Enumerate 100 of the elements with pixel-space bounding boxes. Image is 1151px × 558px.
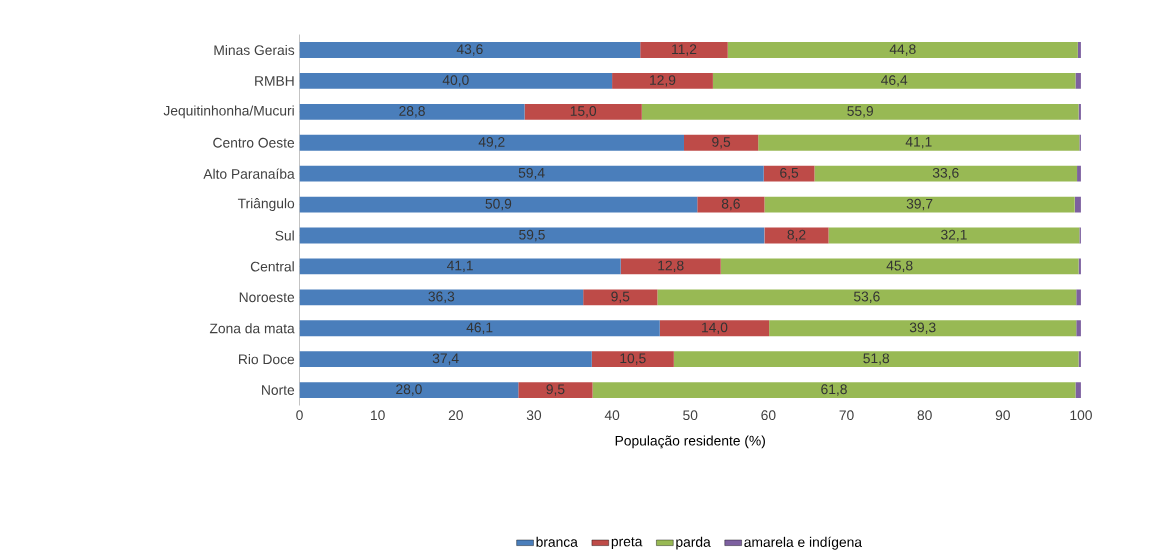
bar xyxy=(299,381,519,398)
data-label: 53,6 xyxy=(853,291,880,303)
data-label: 41,1 xyxy=(905,136,932,149)
bar xyxy=(712,72,1076,89)
data-label: 49,2 xyxy=(478,136,505,149)
bar xyxy=(1075,381,1081,398)
bar xyxy=(769,320,1077,336)
bar xyxy=(518,381,593,398)
bar xyxy=(524,103,642,120)
data-label: 45,8 xyxy=(886,260,913,272)
y-tick-label: Rio Doce xyxy=(239,353,295,365)
bar xyxy=(583,289,658,305)
data-label: 50,9 xyxy=(485,198,512,211)
data-label: 39,3 xyxy=(909,322,936,334)
y-tick-label: Minas Gerais xyxy=(214,44,295,55)
data-label: 37,4 xyxy=(432,353,459,365)
data-label: 46,1 xyxy=(466,322,493,334)
data-label: 59,4 xyxy=(518,167,545,180)
data-label: 55,9 xyxy=(847,105,873,118)
data-label: 14,0 xyxy=(702,322,728,334)
bar xyxy=(299,72,613,89)
x-tick-label: 50 xyxy=(683,410,698,420)
bar xyxy=(299,41,641,58)
legend-label: parda xyxy=(676,536,711,550)
bar xyxy=(763,165,815,182)
bar xyxy=(299,289,584,305)
data-label: 8,2 xyxy=(787,229,806,241)
data-label: 11,2 xyxy=(672,44,697,56)
bar xyxy=(720,258,1079,275)
legend-label: preta xyxy=(611,537,643,549)
y-tick-label: Central xyxy=(250,261,294,272)
data-label: 43,6 xyxy=(456,44,483,56)
x-tick-label: 30 xyxy=(526,410,542,420)
bar xyxy=(764,196,1075,213)
bar xyxy=(591,351,674,367)
bar xyxy=(299,103,525,120)
bar xyxy=(299,134,684,151)
x-tick-label: 90 xyxy=(995,410,1010,420)
bar xyxy=(299,258,621,275)
y-tick-label: Sul xyxy=(275,230,294,241)
data-label: 40,0 xyxy=(442,74,469,87)
data-label: 33,6 xyxy=(932,167,959,180)
x-tick-label: 20 xyxy=(448,410,463,420)
x-tick-label: 80 xyxy=(917,410,932,420)
bar xyxy=(814,165,1078,182)
x-tick-label: 40 xyxy=(604,410,620,420)
data-label: 9,5 xyxy=(611,291,630,303)
y-tick-label: Centro Oeste xyxy=(213,137,295,148)
data-label: 28,8 xyxy=(399,105,425,118)
data-label: 9,5 xyxy=(712,136,731,149)
x-axis-title: População residente (%) xyxy=(615,435,765,449)
y-tick-label: Alto Paranaíba xyxy=(203,168,295,179)
bar xyxy=(641,103,1079,120)
bar xyxy=(299,320,660,336)
x-tick-label: 10 xyxy=(371,410,385,420)
y-tick-label: Jequitinhonha/Mucuri xyxy=(163,105,294,119)
y-tick-label: Noroeste xyxy=(239,292,295,302)
data-label: 32,1 xyxy=(941,229,967,241)
bar xyxy=(828,227,1080,244)
bar xyxy=(683,134,759,151)
data-label: 51,8 xyxy=(863,353,890,365)
data-label: 36,3 xyxy=(428,291,455,303)
x-tick-label: 100 xyxy=(1070,410,1092,420)
bar xyxy=(1075,72,1081,89)
bar xyxy=(620,258,721,275)
bar xyxy=(612,72,713,89)
data-label: 6,5 xyxy=(780,167,799,180)
data-label: 59,5 xyxy=(519,229,545,241)
data-label: 28,0 xyxy=(396,384,422,396)
x-tick-label: 70 xyxy=(839,410,854,420)
bar xyxy=(727,41,1078,58)
bar xyxy=(673,351,1079,367)
y-tick-label: Norte xyxy=(262,385,295,395)
data-label: 46,4 xyxy=(881,74,908,87)
bar xyxy=(299,196,698,213)
data-label: 44,8 xyxy=(889,44,916,56)
bar xyxy=(659,320,770,336)
data-label: 9,5 xyxy=(546,384,565,396)
bar xyxy=(657,289,1077,305)
legend-label: amarela e indígena xyxy=(744,536,863,550)
data-label: 12,9 xyxy=(650,74,676,87)
bar xyxy=(640,41,728,58)
y-tick-label: Zona da mata xyxy=(209,322,295,334)
data-label: 8,6 xyxy=(721,198,740,211)
bar xyxy=(764,227,829,244)
data-label: 39,7 xyxy=(906,198,933,211)
legend-label: branca xyxy=(536,536,578,547)
bar xyxy=(758,134,1080,151)
data-label: 12,8 xyxy=(658,260,684,272)
data-label: 61,8 xyxy=(821,384,847,396)
x-tick-label: 60 xyxy=(761,410,776,420)
x-tick-label: 0 xyxy=(296,410,303,420)
bar xyxy=(299,165,764,182)
bar xyxy=(592,381,1076,398)
bar xyxy=(299,351,592,367)
data-label: 15,0 xyxy=(570,105,597,118)
bar xyxy=(299,227,765,244)
data-label: 10,5 xyxy=(620,353,646,365)
y-tick-label: RMBH xyxy=(255,75,294,86)
data-label: 41,1 xyxy=(446,260,473,272)
